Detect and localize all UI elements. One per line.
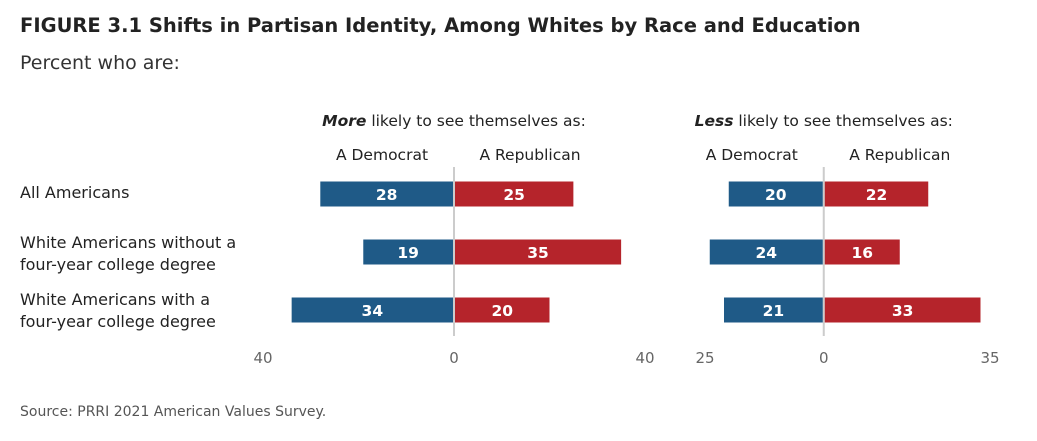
row-label-all-americans: All Americans: [20, 182, 129, 204]
x-tick-label: 0: [449, 349, 459, 367]
panel-heading-emphasis: More: [322, 112, 366, 130]
panel-heading-emphasis: Less: [695, 112, 734, 130]
row-label-line: White Americans without a: [20, 233, 237, 252]
x-tick-label: 25: [695, 349, 714, 367]
panel-heading: More likely to see themselves as:: [322, 112, 586, 130]
row-label-no-degree: White Americans without a four-year coll…: [20, 232, 236, 276]
bar-democrat: [320, 181, 453, 207]
bar-democrat: [709, 239, 823, 265]
x-tick-label: 40: [253, 349, 272, 367]
data-label-democrat: 24: [755, 244, 777, 262]
chart-title: FIGURE 3.1 Shifts in Partisan Identity, …: [20, 14, 861, 37]
bar-republican: [824, 239, 900, 265]
column-header-republican: A Republican: [849, 146, 950, 164]
column-header-republican: A Republican: [479, 146, 580, 164]
row-label-line: All Americans: [20, 183, 130, 202]
data-label-republican: 25: [503, 186, 525, 204]
data-label-republican: 22: [866, 186, 888, 204]
row-label-line: four-year college degree: [20, 255, 216, 274]
data-label-republican: 20: [491, 302, 513, 320]
bar-democrat: [291, 297, 453, 323]
data-label-republican: 33: [892, 302, 914, 320]
column-header-democrat: A Democrat: [336, 146, 428, 164]
row-label-with-degree: White Americans with a four-year college…: [20, 289, 216, 333]
data-label-republican: 35: [527, 244, 549, 262]
data-label-democrat: 20: [765, 186, 787, 204]
bar-democrat: [728, 181, 823, 207]
panel-heading-rest: likely to see themselves as:: [733, 112, 952, 130]
x-tick-label: 40: [635, 349, 654, 367]
row-label-line: four-year college degree: [20, 312, 216, 331]
data-label-democrat: 21: [763, 302, 785, 320]
bar-democrat: [363, 239, 453, 265]
bar-republican: [455, 181, 574, 207]
bar-republican: [455, 297, 550, 323]
row-label-line: White Americans with a: [20, 290, 211, 309]
data-label-democrat: 28: [376, 186, 398, 204]
data-label-democrat: 19: [397, 244, 419, 262]
bar-democrat: [724, 297, 823, 323]
bar-republican: [824, 297, 981, 323]
x-tick-label: 0: [819, 349, 829, 367]
bar-republican: [455, 239, 622, 265]
chart-subtitle: Percent who are:: [20, 52, 180, 74]
column-header-democrat: A Democrat: [706, 146, 798, 164]
x-tick-label: 35: [980, 349, 999, 367]
panel-heading: Less likely to see themselves as:: [695, 112, 953, 130]
bar-republican: [824, 181, 929, 207]
panel-heading-rest: likely to see themselves as:: [366, 112, 585, 130]
data-label-democrat: 34: [362, 302, 384, 320]
source-note: Source: PRRI 2021 American Values Survey…: [20, 404, 327, 420]
data-label-republican: 16: [851, 244, 873, 262]
